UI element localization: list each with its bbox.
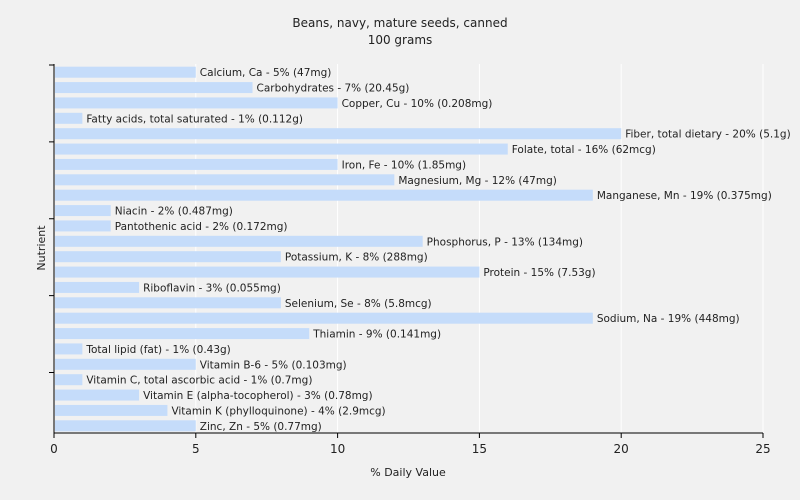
bar-label: Phosphorus, P - 13% (134mg): [427, 236, 583, 248]
bar-label: Vitamin E (alpha-tocopherol) - 3% (0.78m…: [143, 390, 373, 402]
bar: [55, 235, 423, 247]
bar: [55, 205, 111, 217]
bar-label: Folate, total - 16% (62mcg): [512, 144, 656, 156]
bar: [55, 343, 83, 355]
axes: 0 5 10 15 20 25: [49, 64, 771, 456]
bar-label: Vitamin K (phylloquinone) - 4% (2.9mcg): [171, 405, 385, 417]
x-tick-label: 0: [50, 442, 58, 456]
x-axis-label: % Daily Value: [370, 466, 446, 479]
bar-label: Calcium, Ca - 5% (47mg): [200, 67, 332, 79]
bar-label: Magnesium, Mg - 12% (47mg): [398, 175, 557, 187]
bar: [55, 128, 622, 140]
bar-label: Selenium, Se - 8% (5.8mcg): [285, 298, 432, 310]
bar: [55, 420, 196, 432]
bar-label: Riboflavin - 3% (0.055mg): [143, 282, 281, 294]
chart-subtitle: 100 grams: [368, 33, 433, 47]
bar-label: Zinc, Zn - 5% (0.77mg): [200, 421, 322, 433]
bar-label: Total lipid (fat) - 1% (0.43g): [85, 344, 230, 356]
bar: [55, 97, 338, 109]
bar: [55, 189, 593, 201]
bar: [55, 220, 111, 232]
bars: Calcium, Ca - 5% (47mg) Carbohydrates - 7…: [55, 66, 791, 433]
bar-label: Potassium, K - 8% (288mg): [285, 252, 428, 264]
bar-label: Niacin - 2% (0.487mg): [115, 206, 233, 218]
bar: [55, 82, 253, 94]
x-tick-label: 25: [755, 442, 770, 456]
bar-label: Copper, Cu - 10% (0.208mg): [342, 98, 493, 110]
y-axis-label: Nutrient: [35, 225, 48, 271]
bar: [55, 312, 593, 324]
bar-label: Thiamin - 9% (0.141mg): [312, 329, 441, 341]
bar: [55, 143, 508, 155]
bar: [55, 328, 310, 340]
x-tick-label: 10: [330, 442, 345, 456]
x-tick-label: 5: [192, 442, 200, 456]
bar: [55, 374, 83, 386]
bar-label: Iron, Fe - 10% (1.85mg): [342, 159, 466, 171]
bar: [55, 174, 395, 186]
bar-label: Protein - 15% (7.53g): [483, 267, 595, 279]
x-tick-label: 20: [614, 442, 629, 456]
grid-lines: [195, 64, 764, 433]
x-tick-label: 15: [472, 442, 487, 456]
bar-label: Fiber, total dietary - 20% (5.1g): [625, 129, 790, 141]
bar: [55, 404, 168, 416]
bar: [55, 251, 281, 263]
bar-label: Pantothenic acid - 2% (0.172mg): [115, 221, 288, 233]
bar: [55, 358, 196, 370]
bar: [55, 281, 140, 293]
chart-title: Beans, navy, mature seeds, canned: [292, 16, 507, 30]
bar: [55, 158, 338, 170]
bar: [55, 112, 83, 124]
bar-label: Manganese, Mn - 19% (0.375mg): [597, 190, 772, 202]
bar-label: Vitamin B-6 - 5% (0.103mg): [200, 359, 347, 371]
bar: [55, 266, 480, 278]
bar-label: Sodium, Na - 19% (448mg): [597, 313, 740, 325]
bar-label: Fatty acids, total saturated - 1% (0.112…: [86, 113, 303, 125]
bar-label: Carbohydrates - 7% (20.45g): [257, 83, 410, 95]
bar-label: Vitamin C, total ascorbic acid - 1% (0.7…: [86, 375, 312, 387]
bar: [55, 297, 281, 309]
bar: [55, 389, 140, 401]
bar: [55, 66, 196, 78]
